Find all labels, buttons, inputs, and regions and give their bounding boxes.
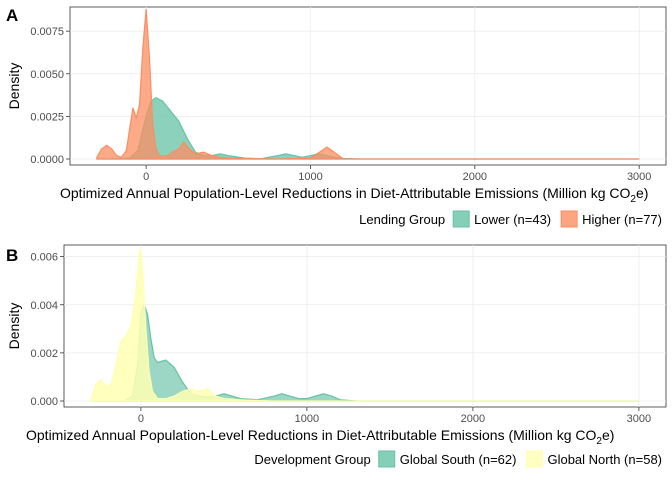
y-tick-label: 0.000 [30,396,58,408]
x-tick-label: 2000 [463,171,487,183]
y-axis-ticks-a: 0.0000 0.0025 0.0050 0.0075 [30,26,70,166]
legend-label: Higher (n=77) [582,212,662,227]
x-axis-label-a: Optimized Annual Population-Level Reduct… [60,185,648,205]
panel-a: A 0.0000 0.0025 0.0050 0.0075 0 1000 2000 3000… [6,6,667,228]
density-area [96,8,640,160]
density-areas-b [90,247,639,402]
legend-title: Lending Group [359,212,445,227]
y-axis-label-a: Density [6,63,22,110]
x-tick-label: 1000 [298,171,322,183]
y-tick-label: 0.0000 [30,154,64,166]
x-tick-label: 0 [143,171,149,183]
legend-label: Global South (n=62) [400,452,517,467]
legend-a: Lending Group Lower (n=43) Higher (n=77) [359,210,662,228]
y-tick-label: 0.0050 [30,69,64,81]
legend-b: Development Group Global South (n=62) Glob… [254,450,662,468]
panel-b: B 0.000 0.002 0.004 0.006 0 1000 2000 3000 Den… [6,244,667,468]
panel-label-b: B [6,246,18,265]
legend-key [525,450,543,468]
x-tick-label: 3000 [627,413,651,425]
legend-label: Lower (n=43) [474,212,551,227]
legend-key [560,210,578,228]
x-tick-label: 2000 [461,413,485,425]
y-tick-label: 0.004 [30,300,58,312]
y-tick-label: 0.006 [30,252,58,264]
x-tick-label: 1000 [295,413,319,425]
y-tick-label: 0.0075 [30,26,64,38]
legend-title: Development Group [254,452,370,467]
y-tick-label: 0.0025 [30,111,64,123]
x-tick-label: 0 [138,413,144,425]
legend-key [378,450,396,468]
x-tick-label: 3000 [627,171,651,183]
y-axis-label-b: Density [6,303,22,350]
x-axis-ticks-b: 0 1000 2000 3000 [138,407,651,425]
density-areas-a [96,8,640,160]
y-tick-label: 0.002 [30,348,58,360]
density-area [90,247,639,402]
y-axis-ticks-b: 0.000 0.002 0.004 0.006 [30,252,64,408]
legend-key [452,210,470,228]
legend-label: Global North (n=58) [547,452,662,467]
panel-label-a: A [6,6,18,25]
x-axis-label-b: Optimized Annual Population-Level Reduct… [26,427,614,447]
x-axis-ticks-a: 0 1000 2000 3000 [143,165,651,183]
